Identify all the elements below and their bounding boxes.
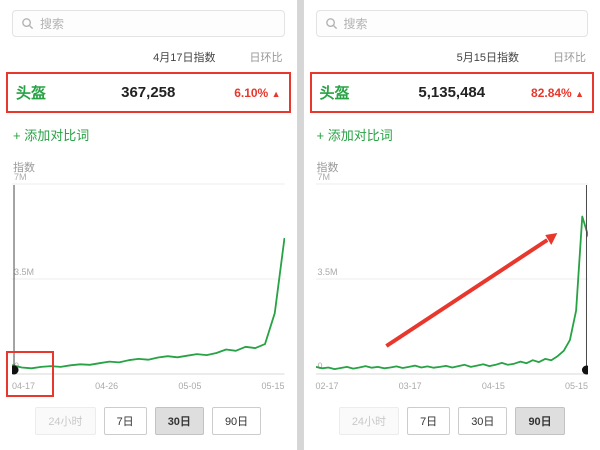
xtick: 05-15	[261, 381, 285, 391]
keyword-row[interactable]: 头盔 367,258 6.10% ▲	[6, 72, 291, 113]
search-placeholder: 搜索	[40, 17, 65, 31]
index-date-header: 5月15日指数	[456, 52, 519, 64]
time-range-tabs: 24小时 7日 30日 90日	[0, 407, 297, 435]
xtick: 04-15	[481, 381, 505, 391]
up-arrow-icon: ▲	[575, 88, 584, 99]
index-value: 367,258	[121, 84, 176, 101]
day-over-day-header: 日环比	[249, 52, 283, 64]
chart-plot-area: 7M 3.5M 0	[6, 172, 285, 397]
add-compare-link[interactable]: + 添加对比词	[316, 128, 393, 143]
xtick: 05-15	[564, 381, 588, 391]
column-headers: 5月15日指数 日环比	[318, 49, 586, 65]
tab-30d[interactable]: 30日	[458, 407, 508, 435]
tab-90d[interactable]: 90日	[515, 407, 565, 435]
chart-ylabel: 指数	[13, 162, 35, 174]
index-value: 5,135,484	[418, 84, 486, 101]
search-input[interactable]: 搜索	[12, 10, 285, 37]
search-input[interactable]: 搜索	[315, 10, 588, 37]
change-percent: 6.10% ▲	[234, 85, 281, 100]
index-date-header: 4月17日指数	[153, 52, 216, 64]
x-axis-ticks: 04-17 04-26 05-05 05-15	[12, 381, 285, 391]
tab-7d[interactable]: 7日	[103, 407, 147, 435]
tab-24h[interactable]: 24小时	[338, 407, 400, 435]
xtick: 03-17	[398, 381, 422, 391]
time-range-tabs: 24小时 7日 30日 90日	[304, 407, 600, 435]
keyword-label: 头盔	[16, 85, 47, 102]
chart-plot-area: 7M 3.5M 0	[315, 172, 589, 375]
search-icon	[22, 18, 34, 30]
up-arrow-icon: ▲	[271, 88, 281, 99]
xtick: 04-26	[95, 381, 119, 391]
change-percent: 82.84% ▲	[531, 85, 584, 100]
tab-24h[interactable]: 24小时	[35, 407, 96, 435]
index-line-chart[interactable]	[12, 183, 285, 375]
xtick: 05-05	[178, 381, 202, 391]
chart-ylabel: 指数	[316, 162, 339, 174]
index-line-chart[interactable]	[315, 183, 589, 375]
keyword-label: 头盔	[319, 85, 350, 102]
search-icon	[325, 18, 337, 30]
index-panel-may: 搜索 5月15日指数 日环比 头盔 5,135,484 82.84% ▲ + 添…	[303, 0, 600, 450]
xtick: 02-17	[315, 381, 339, 391]
column-headers: 4月17日指数 日环比	[14, 49, 283, 65]
tab-7d[interactable]: 7日	[407, 407, 451, 435]
tab-30d[interactable]: 30日	[154, 407, 204, 435]
search-placeholder: 搜索	[343, 17, 368, 31]
day-over-day-header: 日环比	[553, 52, 586, 64]
add-compare-link[interactable]: + 添加对比词	[13, 128, 90, 143]
x-axis-ticks: 02-17 03-17 04-15 05-15	[316, 381, 589, 391]
xtick: 04-17	[12, 381, 36, 391]
tab-90d[interactable]: 90日	[211, 407, 262, 435]
index-panel-april: 搜索 4月17日指数 日环比 头盔 367,258 6.10% ▲ + 添加对比…	[0, 0, 297, 450]
keyword-row[interactable]: 头盔 5,135,484 82.84% ▲	[309, 72, 594, 113]
